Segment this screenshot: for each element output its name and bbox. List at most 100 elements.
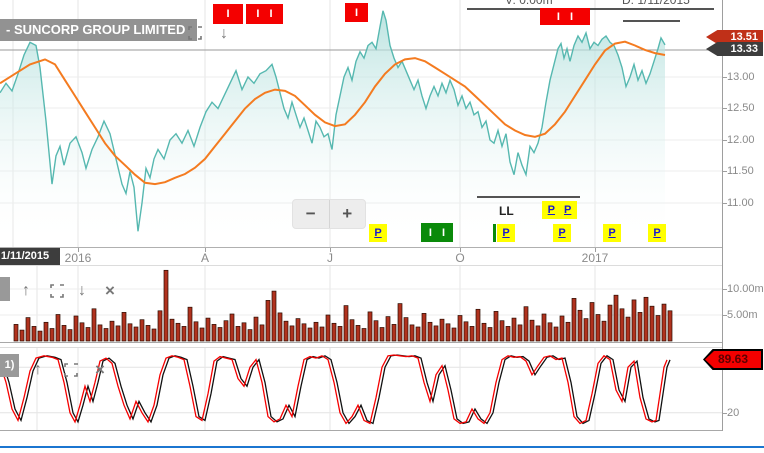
volume-bar	[229, 313, 235, 342]
event-flag-green[interactable]: I I	[421, 223, 453, 242]
volume-bar	[391, 324, 397, 342]
volume-bar	[337, 326, 343, 342]
event-flag-red[interactable]: I	[345, 3, 368, 22]
volume-bar	[241, 322, 247, 342]
volume-axis-label: 5.00m	[727, 309, 758, 321]
oscillator-fast-line	[0, 354, 668, 425]
fullscreen-icon[interactable]	[188, 26, 212, 44]
p-flag[interactable]: P	[497, 224, 515, 242]
volume-bar	[145, 325, 151, 342]
p-flag[interactable]: P	[369, 224, 387, 242]
price-axis-tick	[722, 77, 727, 78]
x-axis-tick	[595, 248, 596, 252]
price-line	[0, 10, 666, 232]
volume-bar	[109, 320, 115, 342]
volume-bar	[379, 327, 385, 342]
volume-bar	[181, 326, 187, 342]
volume-bar	[421, 313, 427, 342]
event-flag-red[interactable]: I I	[246, 4, 283, 24]
x-axis-label: 2017	[581, 251, 609, 265]
price-axis-tick	[722, 140, 727, 141]
volume-bar	[37, 330, 43, 342]
bottom-panel-divider	[0, 446, 764, 448]
p-flag[interactable]: P	[648, 224, 666, 242]
volume-bar	[115, 325, 121, 342]
volume-bar	[649, 305, 655, 342]
zoom-out-button[interactable]: −	[293, 200, 330, 228]
volume-bar	[283, 320, 289, 342]
volume-bar	[271, 290, 277, 342]
volume-bar	[463, 321, 469, 342]
volume-bar	[55, 314, 61, 342]
volume-label-stub	[0, 277, 10, 301]
volume-bar	[565, 321, 571, 342]
volume-move-up-icon[interactable]: ↑	[22, 282, 30, 299]
volume-bar	[385, 316, 391, 342]
price-axis-label: 12.50	[727, 102, 755, 114]
volume-bar	[427, 321, 433, 342]
volume-fullscreen-icon[interactable]	[50, 284, 74, 302]
volume-bar	[595, 314, 601, 342]
oscillator-axis-tick	[722, 413, 727, 414]
x-axis-tick	[78, 248, 79, 252]
x-axis-label: O	[455, 251, 465, 265]
volume-bar	[475, 308, 481, 342]
move-panel-down-icon[interactable]: ↓	[220, 25, 228, 42]
volume-bar	[469, 326, 475, 342]
oscillator-close-icon[interactable]: ×	[95, 360, 105, 379]
volume-close-icon[interactable]: ×	[105, 281, 115, 300]
volume-bar	[187, 306, 193, 342]
volume-bar	[655, 315, 661, 342]
volume-bar	[19, 329, 25, 342]
oscillator-fullscreen-icon[interactable]	[64, 363, 88, 381]
oscillator-axis-label: 20	[727, 407, 740, 419]
volume-bar	[325, 314, 331, 342]
volume-bar	[493, 311, 499, 342]
volume-bar	[199, 327, 205, 342]
volume-bar	[151, 328, 157, 342]
volume-bar	[505, 326, 511, 342]
volume-bar	[247, 329, 253, 342]
volume-bar	[61, 325, 67, 342]
axis-date-badge: 1/11/2015	[0, 248, 60, 265]
volume-bar	[409, 324, 415, 342]
volume-bar	[169, 318, 175, 342]
volume-bar	[577, 309, 583, 342]
volume-bar	[25, 317, 31, 342]
volume-bar	[535, 325, 541, 342]
volume-bar	[97, 324, 103, 342]
price-area	[0, 10, 665, 247]
volume-bar	[349, 319, 355, 342]
zoom-in-button[interactable]: +	[330, 200, 366, 228]
event-flag-red[interactable]: I I	[540, 8, 590, 25]
oscillator-move-up-icon[interactable]: ↑	[34, 361, 42, 378]
volume-bar	[259, 324, 265, 342]
volume-bar	[529, 319, 535, 342]
volume-bar	[571, 298, 577, 342]
event-flag-red[interactable]: I	[213, 4, 243, 24]
volume-bar	[289, 325, 295, 342]
volume-move-down-icon[interactable]: ↓	[78, 282, 86, 299]
p-flag[interactable]: P	[553, 224, 571, 242]
volume-bar	[661, 303, 667, 342]
price-chart	[0, 0, 722, 248]
volume-bar	[265, 300, 271, 342]
volume-bar	[583, 318, 589, 342]
volume-axis-tick	[722, 289, 727, 290]
volume-bar	[343, 305, 349, 342]
volume-bar	[277, 312, 283, 342]
oscillator-slow-line	[2, 354, 671, 425]
trendline-label: LL	[499, 204, 514, 218]
p-flag[interactable]: P	[603, 224, 621, 242]
volume-bar	[637, 312, 643, 342]
volume-bar	[301, 323, 307, 342]
volume-bar	[91, 308, 97, 342]
volume-bar	[175, 322, 181, 342]
volume-bar	[217, 327, 223, 342]
volume-bar	[397, 303, 403, 342]
volume-bar	[445, 323, 451, 342]
volume-bar	[373, 320, 379, 342]
price-axis-label: 12.00	[727, 134, 755, 146]
